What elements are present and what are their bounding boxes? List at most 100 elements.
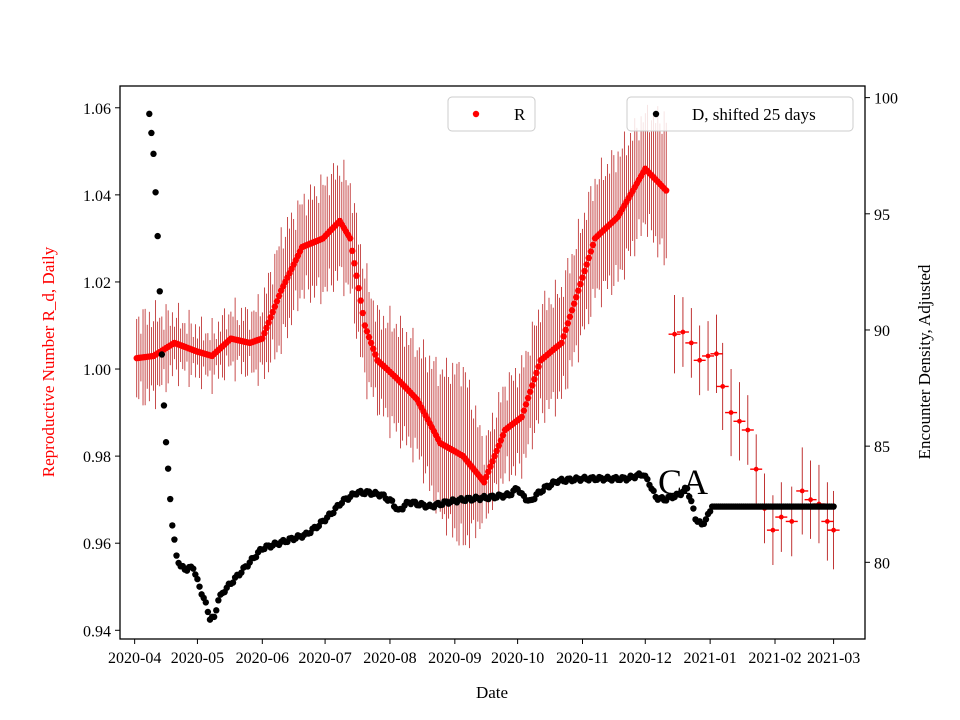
r-point: [271, 303, 279, 310]
r-point: [263, 324, 270, 332]
r-point: [579, 274, 586, 281]
d-point: [152, 189, 159, 196]
d-point: [171, 536, 178, 543]
r-point: [273, 298, 281, 305]
d-point: [830, 503, 837, 510]
d-point: [194, 575, 201, 583]
r-point: [495, 442, 502, 449]
d-point: [204, 608, 212, 616]
r-point: [720, 384, 726, 389]
r-point: [564, 320, 572, 327]
r-point: [558, 339, 565, 347]
x-tick-label: 2020-10: [491, 650, 544, 667]
r-point: [680, 329, 686, 335]
right-y-tick-label: 100: [874, 91, 898, 108]
x-tick-label: 2020-06: [236, 650, 289, 667]
r-point: [778, 514, 784, 520]
d-point: [688, 497, 695, 505]
d-point: [706, 508, 714, 515]
d-point: [173, 552, 180, 559]
x-tick-label: 2020-11: [556, 650, 609, 667]
d-point: [644, 475, 651, 483]
d-point: [252, 553, 260, 561]
d-point: [213, 607, 220, 614]
x-tick-label: 2021-01: [683, 650, 736, 667]
right-y-tick-label: 90: [874, 323, 890, 340]
d-point: [190, 565, 197, 572]
d-point: [196, 583, 203, 590]
right-y-tick-label: 80: [874, 555, 890, 572]
left-y-tick-label: 1.06: [83, 101, 111, 118]
r-point: [355, 284, 362, 292]
d-point: [148, 129, 155, 137]
left-y-axis: 0.94 0.96 0.98 1.00 1.02 1.04 1.06: [83, 101, 120, 640]
r-point: [522, 401, 530, 408]
r-point: [524, 394, 532, 402]
r-point: [372, 351, 379, 358]
r-point: [361, 322, 369, 329]
r-point: [585, 254, 592, 262]
r-point: [353, 272, 360, 279]
d-series: [146, 110, 837, 623]
r-point: [745, 427, 751, 433]
r-point: [570, 300, 578, 307]
r-point: [259, 335, 266, 342]
r-point: [499, 432, 507, 439]
x-tick-label: 2020-08: [363, 650, 416, 667]
r-point: [357, 297, 364, 304]
r-point: [346, 235, 354, 242]
r-point: [359, 309, 366, 317]
r-point: [370, 345, 377, 352]
r-point: [367, 339, 375, 347]
r-point: [363, 328, 371, 335]
right-y-axis: 80 85 90 95 100: [865, 91, 898, 572]
left-y-tick-label: 0.94: [83, 623, 111, 640]
d-point: [690, 505, 697, 512]
r-point: [480, 479, 488, 486]
legend-d-box: [626, 96, 854, 132]
d-point: [683, 485, 691, 492]
d-point: [531, 495, 538, 503]
d-point: [650, 487, 657, 495]
r-point: [562, 326, 569, 334]
x-axis: 2020-04 2020-05 2020-06 2020-07 2020-08 2020-…: [108, 639, 860, 667]
x-tick-label: 2020-04: [108, 650, 161, 667]
right-y-tick-label: 95: [874, 207, 890, 224]
r-point: [575, 287, 582, 294]
d-point: [238, 569, 245, 576]
legend-r-box: [447, 96, 536, 132]
d-point: [150, 150, 157, 158]
r-point: [770, 527, 776, 533]
r-point: [688, 340, 694, 346]
r-point: [808, 497, 813, 503]
left-y-tick-label: 1.00: [83, 362, 111, 379]
r-point: [824, 519, 830, 524]
r-point: [351, 260, 358, 267]
r-point: [831, 527, 837, 533]
d-point: [164, 465, 172, 472]
r-point: [365, 333, 373, 341]
legend-r: R: [447, 96, 536, 132]
d-point: [160, 402, 168, 409]
r-point: [535, 363, 542, 370]
legend-d-label: D, shifted 25 days: [692, 105, 816, 124]
r-point: [489, 458, 496, 465]
r-point: [697, 357, 703, 363]
r-point: [493, 447, 500, 455]
x-tick-label: 2020-12: [619, 650, 672, 667]
legend-d: D, shifted 25 days: [626, 96, 854, 132]
d-point: [162, 439, 170, 446]
d-point: [229, 579, 237, 586]
plot-frame: [119, 85, 866, 640]
r-point: [737, 418, 742, 424]
r-point: [705, 353, 711, 359]
r-point: [349, 247, 356, 255]
legend-r-label: R: [514, 105, 526, 124]
left-y-tick-label: 1.02: [83, 275, 111, 292]
x-tick-label: 2020-09: [428, 650, 481, 667]
r-point: [485, 468, 492, 475]
r-point: [491, 452, 498, 460]
r-series: [133, 165, 840, 533]
r-point: [662, 187, 670, 194]
d-point: [154, 232, 161, 240]
